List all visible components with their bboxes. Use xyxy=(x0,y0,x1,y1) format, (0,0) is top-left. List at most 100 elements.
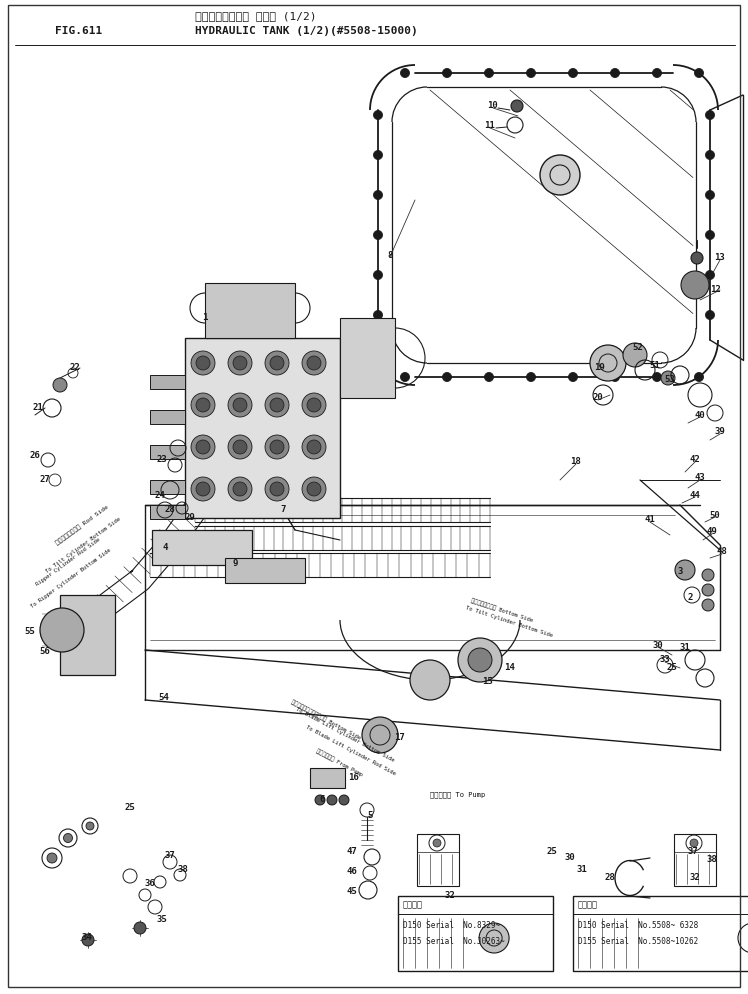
Circle shape xyxy=(196,482,210,496)
Text: 4: 4 xyxy=(162,544,168,553)
Circle shape xyxy=(458,638,502,682)
Circle shape xyxy=(681,271,709,299)
Text: 31: 31 xyxy=(680,643,690,652)
Circle shape xyxy=(228,351,252,375)
Circle shape xyxy=(82,934,94,946)
Circle shape xyxy=(228,393,252,417)
Circle shape xyxy=(610,373,619,382)
Circle shape xyxy=(652,373,661,382)
Circle shape xyxy=(64,834,73,843)
Circle shape xyxy=(540,155,580,195)
Circle shape xyxy=(443,373,452,382)
Circle shape xyxy=(373,150,382,159)
Bar xyxy=(150,410,185,424)
Circle shape xyxy=(53,378,67,392)
Circle shape xyxy=(610,69,619,78)
Text: 使用号数: 使用号数 xyxy=(578,901,598,910)
Circle shape xyxy=(705,110,714,119)
Circle shape xyxy=(307,398,321,412)
Text: 49: 49 xyxy=(707,528,717,537)
Circle shape xyxy=(443,69,452,78)
Circle shape xyxy=(307,356,321,370)
Text: 39: 39 xyxy=(714,427,726,436)
Circle shape xyxy=(265,351,289,375)
Text: 47: 47 xyxy=(346,848,358,857)
Circle shape xyxy=(527,69,536,78)
Circle shape xyxy=(191,435,215,459)
Text: D155 Serial  No.5508~10262: D155 Serial No.5508~10262 xyxy=(578,936,698,945)
Text: 2: 2 xyxy=(687,593,693,602)
Text: 38: 38 xyxy=(177,866,188,875)
Text: 56: 56 xyxy=(40,647,50,656)
Text: 27: 27 xyxy=(40,475,50,484)
Text: 25: 25 xyxy=(125,803,135,812)
Text: 25: 25 xyxy=(666,664,678,673)
Circle shape xyxy=(307,482,321,496)
Text: Ripper Cylinder Rod Side: Ripper Cylinder Rod Side xyxy=(35,537,101,586)
Circle shape xyxy=(400,373,409,382)
Circle shape xyxy=(315,795,325,805)
Bar xyxy=(60,595,115,675)
Circle shape xyxy=(702,599,714,611)
Circle shape xyxy=(705,191,714,200)
Circle shape xyxy=(233,440,247,454)
Text: 30: 30 xyxy=(652,640,663,649)
Circle shape xyxy=(705,270,714,279)
Text: 53: 53 xyxy=(665,376,675,385)
Bar xyxy=(205,283,295,338)
Text: 11: 11 xyxy=(485,121,495,130)
Bar xyxy=(150,375,185,389)
Bar xyxy=(225,558,305,583)
Circle shape xyxy=(270,440,284,454)
Circle shape xyxy=(191,393,215,417)
Circle shape xyxy=(373,310,382,319)
Circle shape xyxy=(86,822,94,830)
Text: 42: 42 xyxy=(690,455,700,464)
Circle shape xyxy=(228,435,252,459)
Text: 18: 18 xyxy=(571,457,581,466)
Text: 43: 43 xyxy=(695,473,705,482)
Circle shape xyxy=(191,477,215,501)
Circle shape xyxy=(47,853,57,863)
Text: To Blade Lift Cylinder Bottom Side: To Blade Lift Cylinder Bottom Side xyxy=(295,707,395,763)
Text: 22: 22 xyxy=(70,364,80,373)
Text: 28: 28 xyxy=(604,874,616,883)
Circle shape xyxy=(373,231,382,240)
Text: 46: 46 xyxy=(346,868,358,877)
Circle shape xyxy=(400,69,409,78)
Text: HYDRAULIC TANK (1/2)(#5508-15000): HYDRAULIC TANK (1/2)(#5508-15000) xyxy=(195,26,417,36)
Circle shape xyxy=(302,435,326,459)
Text: 40: 40 xyxy=(695,411,705,419)
Text: To Tilt Cylinder Bottom Side: To Tilt Cylinder Bottom Side xyxy=(45,516,122,574)
Circle shape xyxy=(270,398,284,412)
Circle shape xyxy=(623,343,647,367)
Circle shape xyxy=(265,477,289,501)
Text: 28: 28 xyxy=(165,506,175,515)
Text: 38: 38 xyxy=(707,856,717,865)
Text: 54: 54 xyxy=(159,694,169,703)
Text: 29: 29 xyxy=(185,514,195,523)
Circle shape xyxy=(265,435,289,459)
Circle shape xyxy=(590,345,626,381)
Text: To Tilt Cylinder Bottom Side: To Tilt Cylinder Bottom Side xyxy=(465,605,553,638)
Circle shape xyxy=(479,923,509,953)
Text: 10: 10 xyxy=(488,101,498,110)
Circle shape xyxy=(302,477,326,501)
Text: To Ripper Cylinder Bottom Side: To Ripper Cylinder Bottom Side xyxy=(30,548,111,608)
Text: 26: 26 xyxy=(30,450,40,459)
Bar xyxy=(674,834,716,886)
Circle shape xyxy=(702,569,714,581)
Circle shape xyxy=(705,310,714,319)
Text: 24: 24 xyxy=(155,490,165,500)
Circle shape xyxy=(327,795,337,805)
Circle shape xyxy=(568,69,577,78)
Text: 17: 17 xyxy=(395,734,405,743)
Circle shape xyxy=(373,110,382,119)
Text: ハイト゚ロリック タンク (1/2): ハイト゚ロリック タンク (1/2) xyxy=(195,11,316,21)
Text: 45: 45 xyxy=(346,888,358,897)
Text: タルトシリンタ゛ Bottom Side: タルトシリンタ゛ Bottom Side xyxy=(470,597,533,622)
Circle shape xyxy=(302,351,326,375)
Text: 1: 1 xyxy=(202,313,208,322)
Text: 20: 20 xyxy=(592,394,604,403)
Text: 23: 23 xyxy=(156,455,168,464)
